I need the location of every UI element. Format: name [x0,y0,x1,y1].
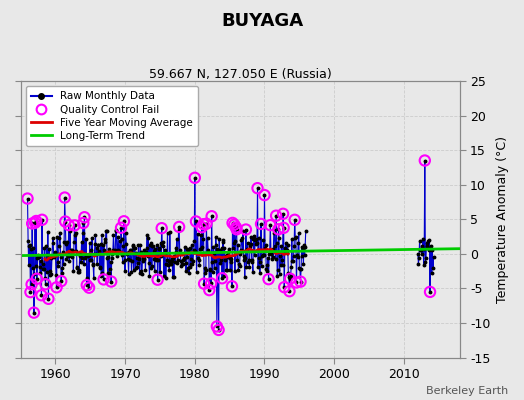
Point [24,195,32,202]
Point [228,220,237,226]
Point [120,218,128,224]
Point [272,212,280,219]
Point [32,276,41,282]
Point [175,224,183,230]
Text: BUYAGA: BUYAGA [221,12,303,30]
Point [296,278,304,285]
Point [83,282,91,288]
Point [218,275,226,282]
Point [233,226,241,232]
Point [64,222,73,228]
Point [260,192,269,198]
Point [279,225,288,231]
Point [30,310,38,316]
Point [80,214,89,220]
Point [228,283,236,290]
Point [265,276,273,282]
Point [27,281,36,288]
Legend: Raw Monthly Data, Quality Control Fail, Five Year Moving Average, Long-Term Tren: Raw Monthly Data, Quality Control Fail, … [26,86,198,146]
Point [70,222,79,228]
Point [205,287,213,293]
Point [199,221,208,228]
Point [232,224,240,231]
Point [280,284,288,290]
Point [61,218,70,225]
Point [257,221,265,227]
Point [200,280,208,287]
Point [38,216,46,223]
Point [274,226,282,232]
Point [214,327,223,333]
Point [26,289,35,295]
Point [37,292,46,298]
Point [107,278,115,285]
Text: Berkeley Earth: Berkeley Earth [426,386,508,396]
Point [192,218,200,225]
Point [154,276,162,283]
Point [290,216,299,223]
Point [60,194,69,201]
Point [279,210,287,217]
Point [202,220,211,227]
Point [285,288,293,294]
Point [213,323,221,330]
Point [41,281,50,288]
Point [286,276,294,282]
Point [421,157,429,164]
Y-axis label: Temperature Anomaly (°C): Temperature Anomaly (°C) [496,136,509,303]
Point [44,296,52,302]
Point [100,276,108,283]
Point [266,222,275,228]
Point [191,175,199,181]
Point [208,213,216,220]
Point [426,289,434,295]
Point [292,279,301,286]
Point [28,220,36,227]
Title: 59.667 N, 127.050 E (Russia): 59.667 N, 127.050 E (Russia) [149,68,332,81]
Point [57,278,66,284]
Point [158,225,166,231]
Point [253,185,261,191]
Point [117,224,125,231]
Point [31,220,39,226]
Point [207,280,215,287]
Point [32,218,40,224]
Point [85,284,93,291]
Point [79,220,88,226]
Point [198,224,206,230]
Point [230,222,238,228]
Point [52,284,61,290]
Point [242,226,250,233]
